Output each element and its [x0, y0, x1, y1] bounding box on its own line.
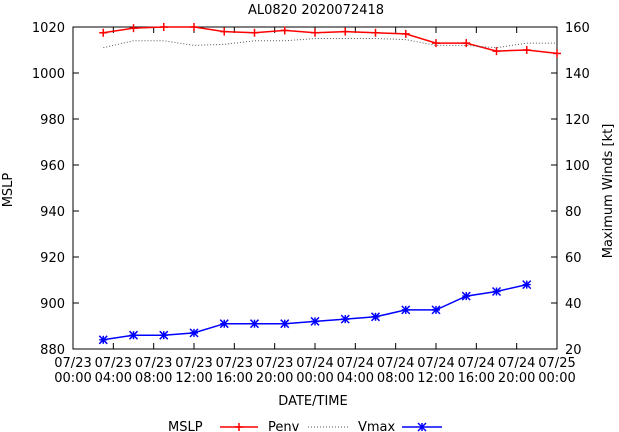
x-tick-label-time: 00:00: [538, 371, 575, 386]
y-right-tick-label: 140: [565, 67, 590, 82]
y-left-tick-label: 940: [40, 205, 65, 220]
legend-label-penv: Penv: [268, 420, 300, 432]
x-tick-label-date: 07/23: [95, 356, 132, 371]
y-right-tick-label: 100: [565, 159, 590, 174]
x-tick-label-time: 00:00: [296, 371, 333, 386]
x-tick-label-time: 16:00: [458, 371, 495, 386]
y-left-tick-label: 920: [40, 251, 65, 266]
x-tick-label-date: 07/24: [377, 356, 414, 371]
x-tick-label-date: 07/24: [337, 356, 374, 371]
y-axis-label-left: MSLP: [1, 173, 16, 208]
x-tick-label-date: 07/23: [135, 356, 172, 371]
x-axis-label: DATE/TIME: [278, 394, 347, 409]
y-left-tick-label: 880: [40, 343, 65, 358]
y-left-tick-label: 960: [40, 159, 65, 174]
penv-line: [103, 26, 558, 55]
legend: MSLP Penv Vmax: [168, 420, 442, 432]
environment-line: [103, 38, 557, 49]
x-tick-label-time: 12:00: [175, 371, 212, 386]
x-tick-label-date: 07/24: [458, 356, 495, 371]
chart-title: AL0820 2020072418: [248, 3, 384, 18]
y-left-tick-label: 1000: [32, 67, 65, 82]
x-tick-label-time: 20:00: [498, 371, 535, 386]
x-tick-label-date: 07/24: [296, 356, 333, 371]
y-right-tick-label: 20: [565, 343, 582, 358]
x-tick-label-date: 07/25: [538, 356, 575, 371]
x-tick-label-time: 12:00: [417, 371, 454, 386]
x-tick-label-date: 07/23: [256, 356, 293, 371]
x-tick-label-date: 07/23: [54, 356, 91, 371]
y-left-tick-label: 980: [40, 113, 65, 128]
x-tick-label-time: 04:00: [95, 371, 132, 386]
x-tick-label-date: 07/24: [498, 356, 535, 371]
x-tick-label-time: 20:00: [256, 371, 293, 386]
x-tick-label-time: 08:00: [377, 371, 414, 386]
x-tick-label-time: 16:00: [216, 371, 253, 386]
y-right-tick-label: 40: [565, 297, 582, 312]
y-right-tick-label: 120: [565, 113, 590, 128]
x-tick-label-date: 07/24: [417, 356, 454, 371]
x-tick-label-time: 00:00: [54, 371, 91, 386]
y-left-tick-label: 1020: [32, 21, 65, 36]
legend-label-vmax: Vmax: [358, 420, 396, 432]
x-tick-label-time: 08:00: [135, 371, 172, 386]
plot-frame: [72, 26, 558, 350]
y-axis-label-right: Maximum Winds [kt]: [601, 124, 616, 259]
x-tick-label-time: 04:00: [337, 371, 374, 386]
chart-marks: 880 900 920 940 960 980 1000 1020 20 40 60 80 100 120…: [32, 21, 590, 386]
legend-label-mslp: MSLP: [168, 420, 203, 432]
y-left-tick-label: 900: [40, 297, 65, 312]
x-tick-label-date: 07/23: [216, 356, 253, 371]
y-right-tick-label: 80: [565, 205, 582, 220]
y-right-tick-label: 160: [565, 21, 590, 36]
x-tick-label-date: 07/23: [175, 356, 212, 371]
y-right-tick-label: 60: [565, 251, 582, 266]
